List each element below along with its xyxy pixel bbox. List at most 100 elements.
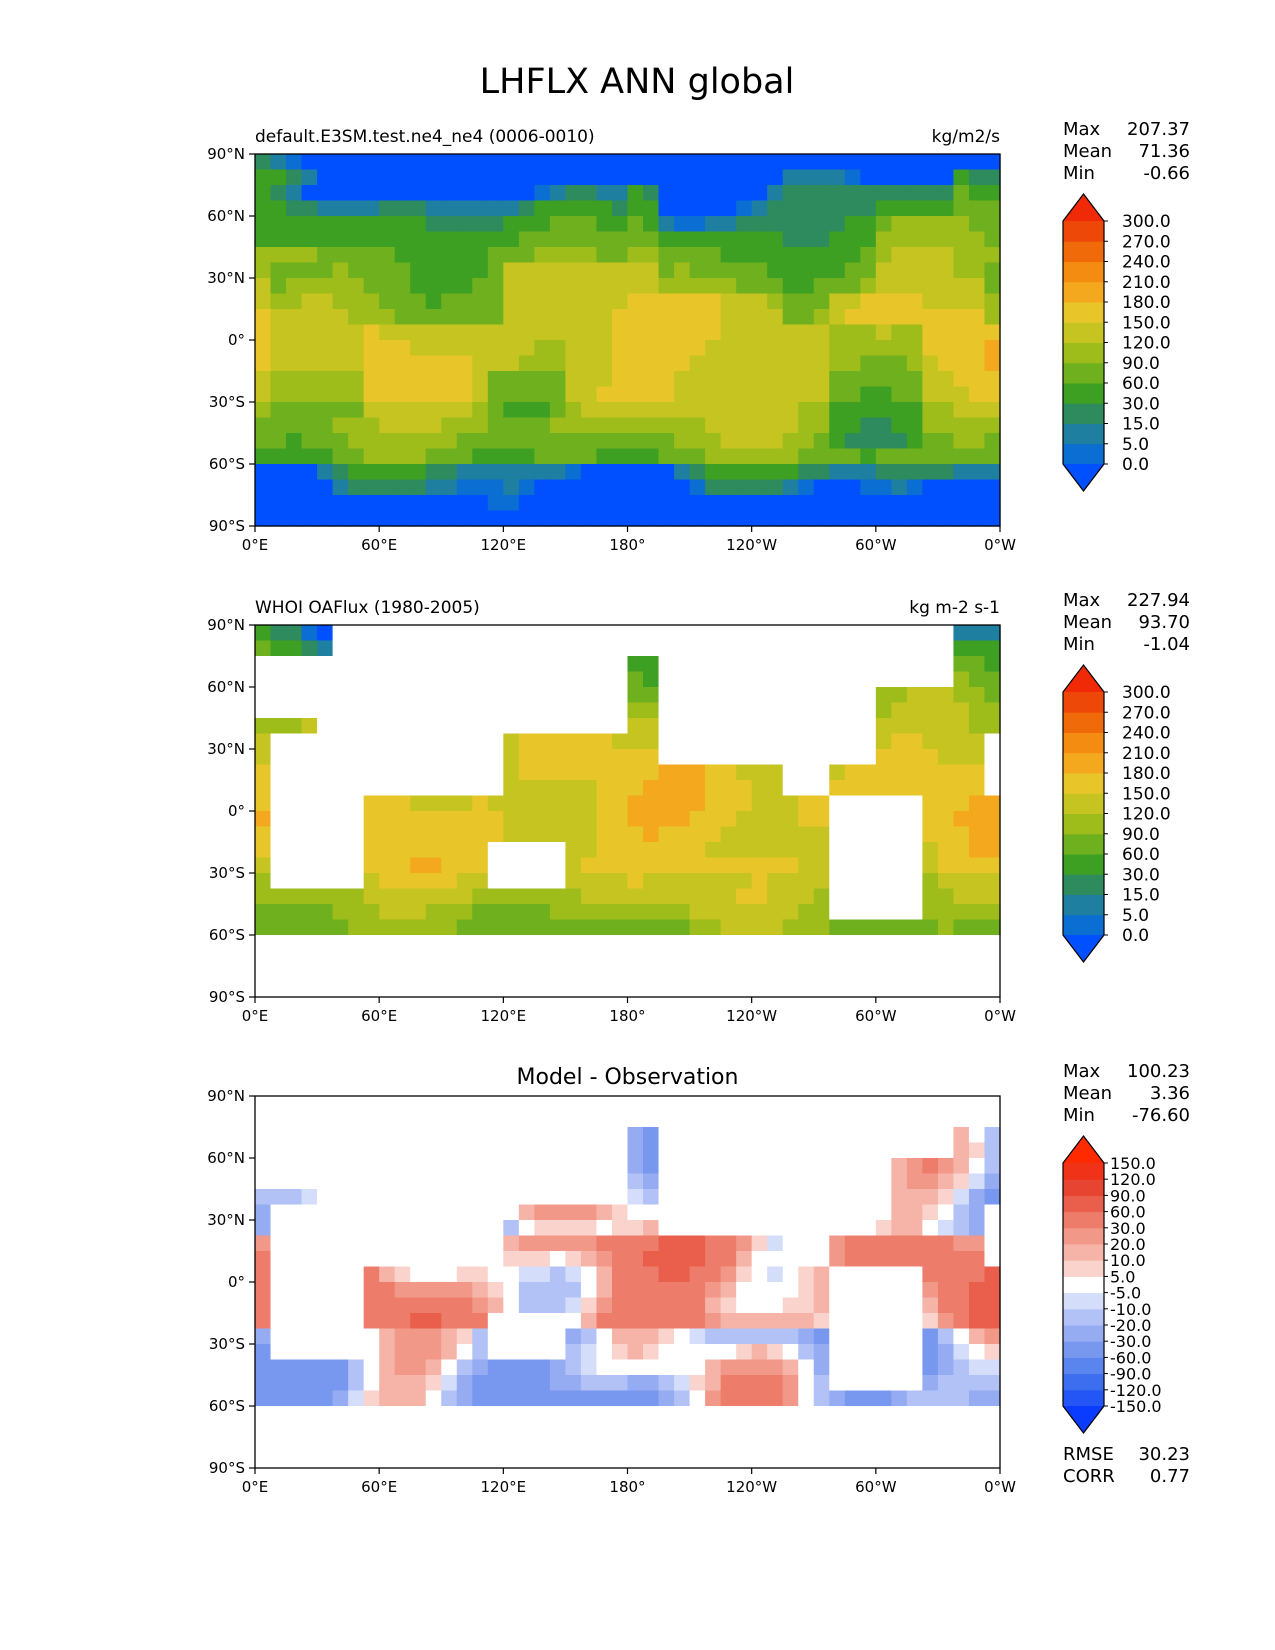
x-tick-label: 0°E xyxy=(242,1007,269,1025)
stat-mean-label: Mean xyxy=(1063,612,1112,633)
panel-units: kg m-2 s-1 xyxy=(909,598,1000,618)
colorbar-extend-max xyxy=(1063,665,1104,692)
x-tick-label: 60°W xyxy=(855,1007,897,1025)
colorbar-tick-label: 120.0 xyxy=(1110,1170,1156,1189)
stat-min-value: -1.04 xyxy=(1143,634,1190,655)
colorbar-band xyxy=(1063,793,1104,814)
colorbar-tick-label: 5.0 xyxy=(1122,435,1149,455)
y-tick-label: 30°S xyxy=(209,864,245,882)
colorbar-band xyxy=(1063,833,1104,855)
colorbar-band xyxy=(1063,1195,1104,1213)
y-tick-label: 0° xyxy=(228,331,245,349)
panels: default.E3SM.test.ne4_ne4 (0006-0010) kg/… xyxy=(207,119,1190,1496)
colorbar-band xyxy=(1063,423,1104,445)
y-tick-label: 90°N xyxy=(207,145,245,163)
colorbar-tick-label: 30.0 xyxy=(1122,865,1160,885)
colorbar-tick-label: 180.0 xyxy=(1122,293,1171,313)
y-tick-label: 90°N xyxy=(207,1087,245,1105)
y-tick-label: 30°S xyxy=(209,393,245,411)
colorbar-tick-label: 90.0 xyxy=(1110,1186,1146,1205)
colorbar-band xyxy=(1063,752,1104,774)
colorbar-band xyxy=(1063,712,1104,733)
figure-title: LHFLX ANN global xyxy=(480,62,795,102)
x-tick-label: 120°W xyxy=(726,536,777,554)
colorbar-band xyxy=(1063,403,1104,424)
colorbar-band xyxy=(1063,443,1104,465)
colorbar-band xyxy=(1063,261,1104,283)
stat-min-label: Min xyxy=(1063,1105,1095,1126)
y-tick-label: 60°N xyxy=(207,207,245,225)
colorbar-band xyxy=(1063,302,1104,323)
colorbar-band xyxy=(1063,1179,1104,1196)
colorbar-band xyxy=(1063,1389,1104,1407)
panel-2: WHOI OAFlux (1980-2005) kg m-2 s-1 0°E 60°E… xyxy=(207,590,1190,1025)
colorbar-extend-max xyxy=(1063,1136,1104,1163)
colorbar-tick-label: 240.0 xyxy=(1122,253,1171,273)
colorbar-tick-label: 90.0 xyxy=(1122,354,1160,374)
x-tick-label: 0°W xyxy=(984,1478,1016,1496)
x-tick-label: 120°E xyxy=(481,536,527,554)
x-tick-label: 0°W xyxy=(984,536,1016,554)
colorbar-extend-max xyxy=(1063,194,1104,221)
stat-max-value: 227.94 xyxy=(1127,590,1190,611)
colorbar-extend-min xyxy=(1063,1406,1104,1433)
colorbar-band xyxy=(1063,732,1104,754)
colorbar-band xyxy=(1063,1276,1104,1294)
stat-min-value: -76.60 xyxy=(1132,1105,1190,1126)
metric-corr-label: CORR xyxy=(1063,1466,1115,1487)
panel-left-title: default.E3SM.test.ne4_ne4 (0006-0010) xyxy=(255,127,595,147)
colorbar-band xyxy=(1063,1292,1104,1310)
colorbar-1: 0.05.015.030.060.090.0120.0150.0180.0210… xyxy=(1062,193,1171,492)
colorbar-band xyxy=(1063,894,1104,916)
colorbar-band xyxy=(1063,1260,1104,1277)
stat-mean-value: 93.70 xyxy=(1138,612,1190,633)
y-tick-label: 0° xyxy=(228,802,245,820)
colorbar-tick-label: -20.0 xyxy=(1110,1316,1151,1335)
stat-max-label: Max xyxy=(1063,1061,1101,1082)
colorbar-tick-label: 60.0 xyxy=(1122,374,1160,394)
x-tick-label: 0°W xyxy=(984,1007,1016,1025)
y-tick-label: 90°N xyxy=(207,616,245,634)
colorbar-band xyxy=(1063,1341,1104,1358)
y-tick-label: 30°N xyxy=(207,269,245,287)
y-tick-label: 30°N xyxy=(207,1211,245,1229)
colorbar-tick-label: 120.0 xyxy=(1122,334,1171,354)
stat-max-value: 207.37 xyxy=(1127,119,1190,140)
colorbar-tick-label: 15.0 xyxy=(1122,415,1160,435)
stat-mean-label: Mean xyxy=(1063,141,1112,162)
colorbar-tick-label: 300.0 xyxy=(1122,212,1171,232)
colorbar-tick-label: 120.0 xyxy=(1122,805,1171,825)
colorbar-tick-label: 10.0 xyxy=(1110,1251,1146,1270)
y-tick-label: 60°N xyxy=(207,1149,245,1167)
colorbar-tick-label: 150.0 xyxy=(1110,1154,1156,1173)
stat-mean-label: Mean xyxy=(1063,1083,1112,1104)
y-tick-label: 60°S xyxy=(209,926,245,944)
panel-3: Model - Observation 0°E 60°E 120°E 180° 120°W… xyxy=(207,1061,1190,1496)
x-tick-label: 60°E xyxy=(361,1007,397,1025)
colorbar-tick-label: -90.0 xyxy=(1110,1365,1151,1384)
map-field-2 xyxy=(255,625,1001,998)
map-field-3 xyxy=(255,1096,1001,1469)
colorbar-band xyxy=(1063,692,1104,713)
stat-max-label: Max xyxy=(1063,119,1101,140)
colorbar-tick-label: 270.0 xyxy=(1122,703,1171,723)
stat-min-label: Min xyxy=(1063,163,1095,184)
colorbar-band xyxy=(1063,322,1104,343)
panel-center-title: Model - Observation xyxy=(517,1065,739,1090)
colorbar-tick-label: 30.0 xyxy=(1110,1219,1146,1238)
colorbar-band xyxy=(1063,1325,1104,1342)
stat-min-value: -0.66 xyxy=(1143,163,1190,184)
x-tick-label: 0°E xyxy=(242,1478,269,1496)
y-tick-label: 90°S xyxy=(209,1459,245,1477)
colorbar-band xyxy=(1063,854,1104,875)
colorbar-band xyxy=(1063,1244,1104,1261)
colorbar-band xyxy=(1063,281,1104,303)
colorbar-tick-label: 150.0 xyxy=(1122,313,1171,333)
colorbar-tick-label: -5.0 xyxy=(1110,1284,1141,1303)
colorbar-tick-label: -10.0 xyxy=(1110,1300,1151,1319)
panel-left-title: WHOI OAFlux (1980-2005) xyxy=(255,598,480,618)
colorbar-tick-label: 240.0 xyxy=(1122,724,1171,744)
x-tick-label: 120°E xyxy=(481,1007,527,1025)
colorbar-band xyxy=(1063,1357,1104,1375)
metric-rmse-value: 30.23 xyxy=(1138,1444,1190,1465)
